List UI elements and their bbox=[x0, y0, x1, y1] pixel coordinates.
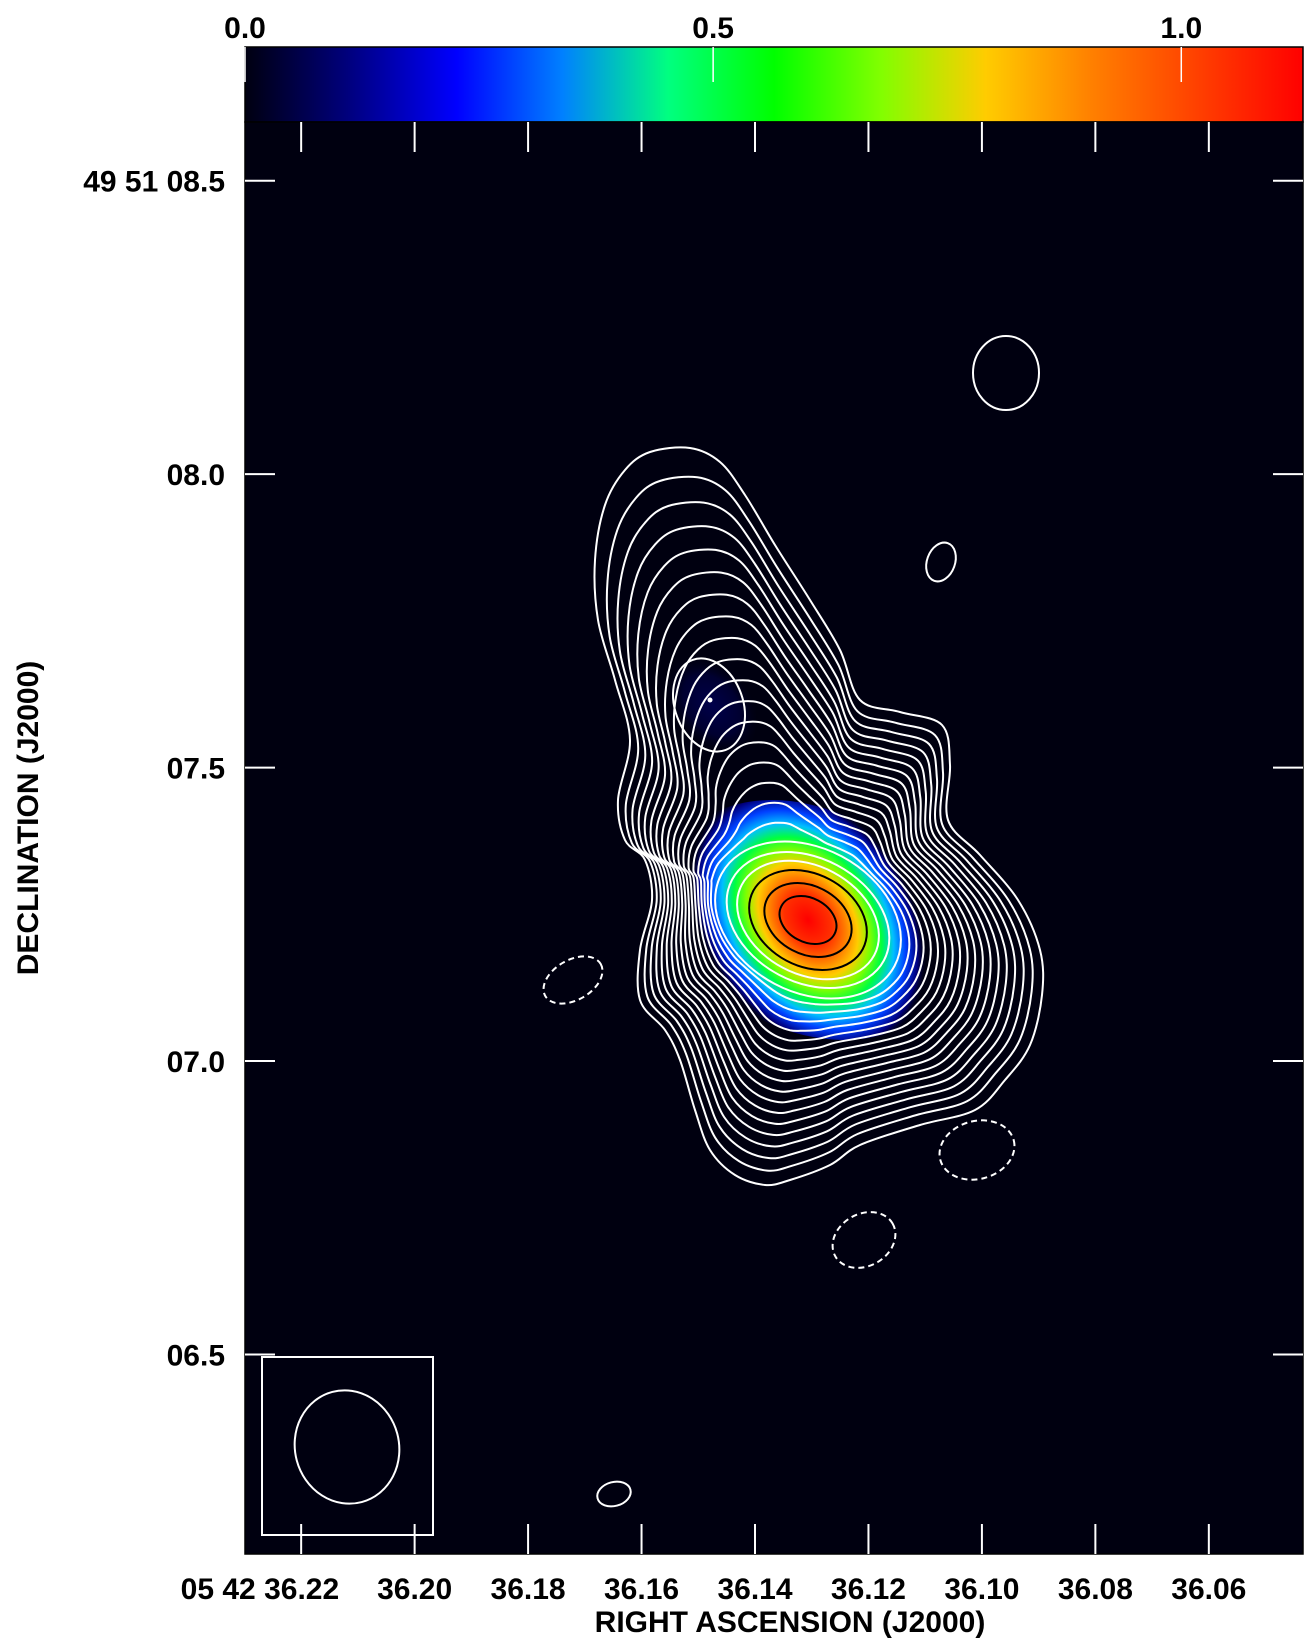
x-tick-label: 36.18 bbox=[491, 1573, 566, 1606]
contour-island bbox=[972, 335, 1040, 411]
contour-level bbox=[714, 840, 902, 1000]
y-tick-label: 49 51 08.5 bbox=[83, 166, 225, 199]
contour-level bbox=[697, 761, 932, 1032]
y-tick-label: 07.5 bbox=[167, 753, 225, 786]
plot-area bbox=[244, 121, 1304, 1555]
x-tick-label: 36.06 bbox=[1171, 1573, 1246, 1606]
contour-level bbox=[706, 801, 918, 1014]
contour-secondary-knot bbox=[672, 657, 746, 753]
contour-level-inner bbox=[778, 895, 838, 945]
contour-level bbox=[655, 593, 992, 1115]
contour-level-inner bbox=[763, 882, 853, 958]
colorbar bbox=[244, 46, 1304, 123]
axis-labels: 0.0 0.5 1.0 05 42 36.22 36.20 36.18 36.16 36.14… bbox=[83, 12, 1246, 1606]
contour-level bbox=[736, 859, 880, 981]
contour-level-inner bbox=[748, 869, 868, 971]
contour-level bbox=[677, 679, 962, 1073]
colorbar-tick-label: 1.0 bbox=[1160, 12, 1202, 45]
contour-level bbox=[666, 636, 977, 1093]
y-axis-title: DECLINATION (J2000) bbox=[12, 661, 45, 976]
colorbar-gradient bbox=[244, 46, 1304, 123]
y-tick-label: 07.0 bbox=[167, 1046, 225, 1079]
colorbar-tick-label: 0.5 bbox=[692, 12, 734, 45]
contour-level bbox=[661, 615, 984, 1104]
contour-level bbox=[687, 720, 947, 1052]
negative-contour bbox=[831, 1211, 897, 1269]
x-tick-label: 36.16 bbox=[604, 1573, 679, 1606]
colorbar-tick-label: 0.0 bbox=[224, 12, 266, 45]
x-tick-label: 05 42 36.22 bbox=[181, 1573, 339, 1606]
colorbar-ticks bbox=[244, 47, 1183, 82]
contour-island bbox=[925, 541, 957, 583]
contour-level bbox=[605, 475, 1034, 1172]
x-axis-title: RIGHT ASCENSION (J2000) bbox=[595, 1606, 986, 1639]
x-tick-label: 36.10 bbox=[944, 1573, 1019, 1606]
contour-level bbox=[725, 850, 891, 990]
y-tick-label: 08.0 bbox=[167, 459, 225, 492]
axis-ticks bbox=[245, 122, 1303, 1554]
contour-level bbox=[682, 700, 954, 1062]
plot-frame bbox=[244, 121, 1304, 1555]
contour-knot-center bbox=[707, 697, 713, 703]
emission-core bbox=[665, 800, 951, 1040]
contour-level bbox=[701, 781, 925, 1023]
x-tick-label: 36.14 bbox=[717, 1573, 792, 1606]
x-tick-label: 36.08 bbox=[1058, 1573, 1133, 1606]
contour-level bbox=[626, 525, 1017, 1148]
contour-level bbox=[709, 821, 911, 1006]
x-tick-label: 36.12 bbox=[831, 1573, 906, 1606]
contour-level bbox=[692, 741, 940, 1042]
y-tick-label: 06.5 bbox=[167, 1339, 225, 1372]
contour-level bbox=[636, 548, 1008, 1137]
contour-island bbox=[596, 1480, 632, 1508]
contour-level bbox=[671, 658, 969, 1083]
emission-secondary-knot bbox=[667, 646, 757, 764]
contour-level bbox=[593, 446, 1045, 1187]
x-tick-label: 36.20 bbox=[377, 1573, 452, 1606]
beam-ellipse bbox=[293, 1389, 401, 1505]
negative-contour bbox=[938, 1119, 1016, 1181]
contour-lines bbox=[593, 446, 1045, 1187]
contour-level bbox=[616, 501, 1025, 1160]
contour-level bbox=[645, 571, 1000, 1125]
beam-inset-box bbox=[261, 1356, 434, 1536]
negative-contour bbox=[542, 955, 604, 1005]
